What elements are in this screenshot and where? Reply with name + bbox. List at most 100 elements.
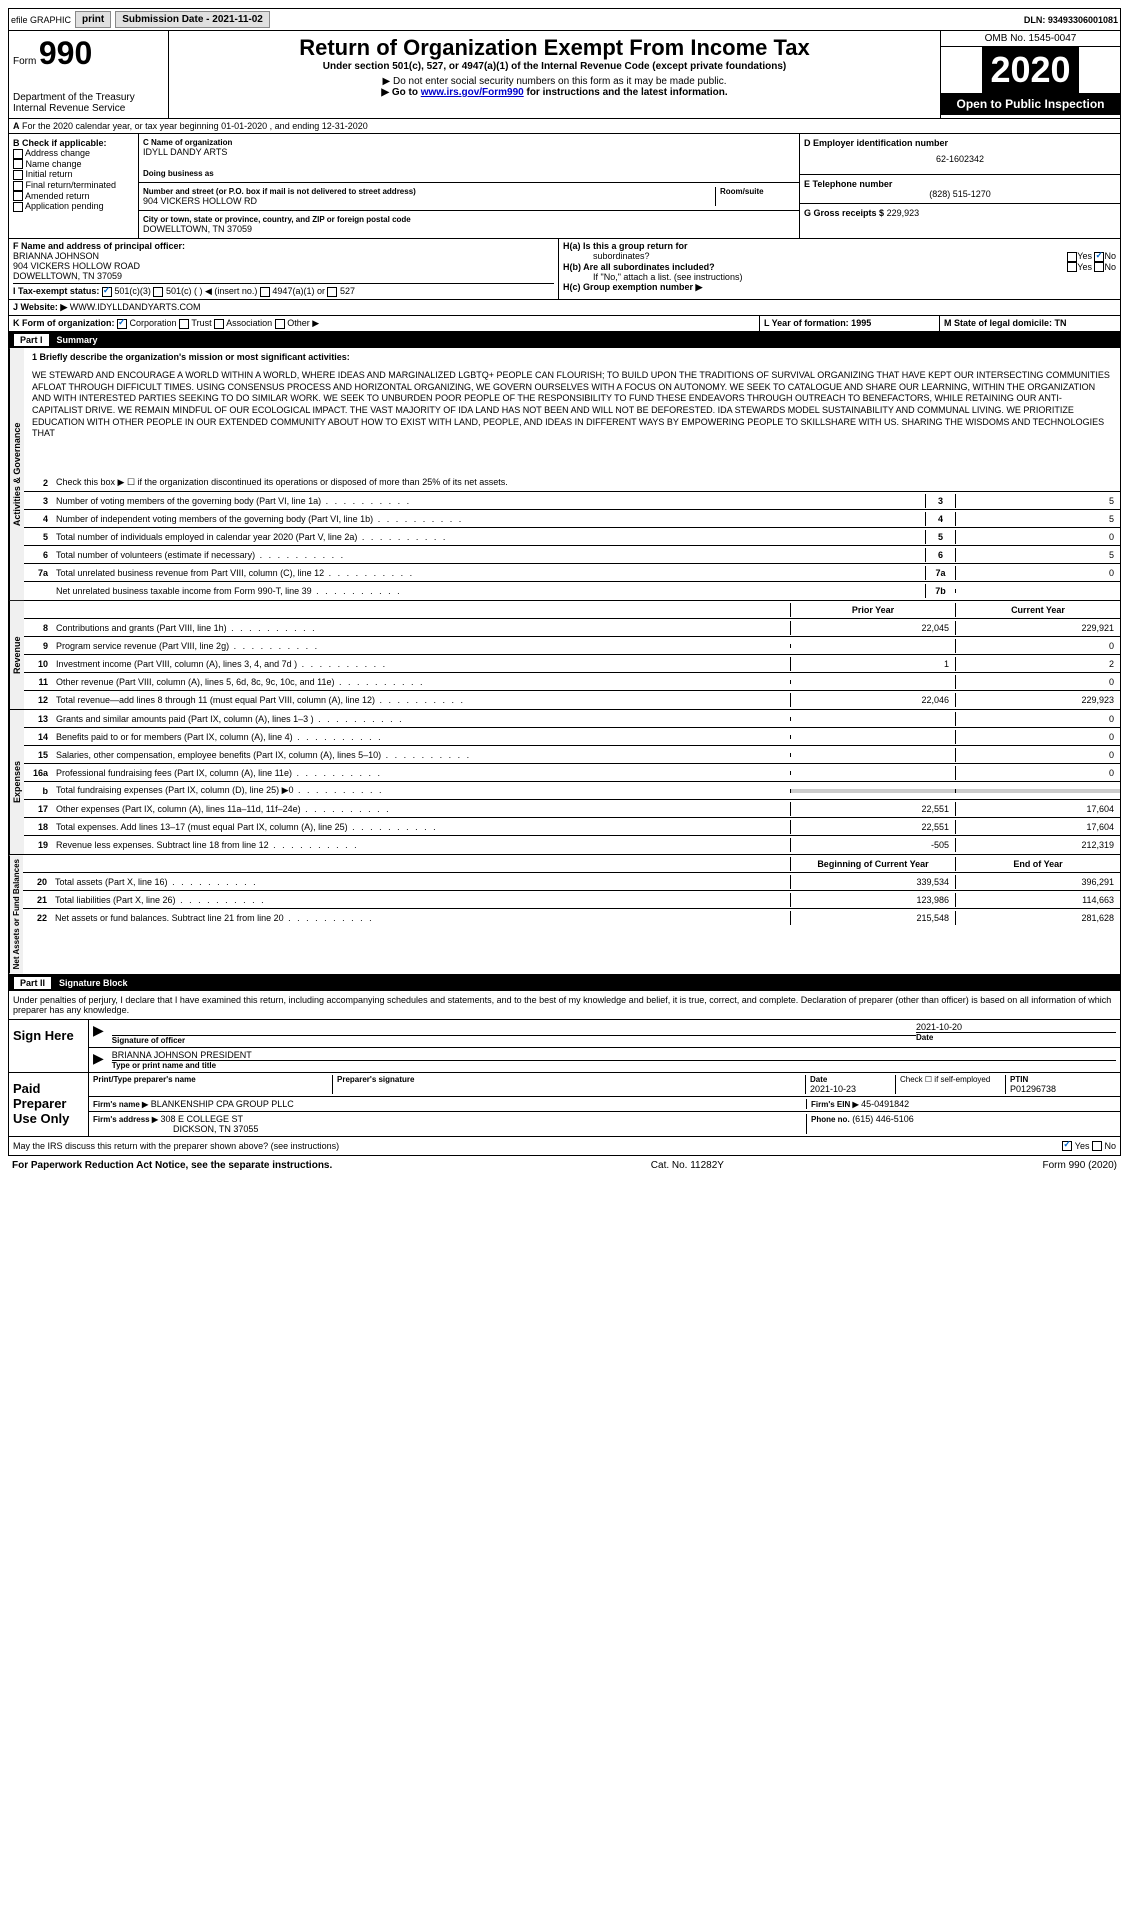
part2-title: Signature Block (59, 978, 128, 988)
submission-date-button[interactable]: Submission Date - 2021-11-02 (115, 11, 270, 28)
form-number: 990 (39, 35, 92, 71)
current-year-header: Current Year (955, 603, 1120, 617)
table-row: 18Total expenses. Add lines 13–17 (must … (24, 818, 1120, 836)
table-row: 10Investment income (Part VIII, column (… (24, 655, 1120, 673)
table-row: 6Total number of volunteers (estimate if… (24, 546, 1120, 564)
part1-header: Part I Summary (8, 332, 1121, 348)
form-subtitle: Under section 501(c), 527, or 4947(a)(1)… (173, 61, 936, 72)
table-row: bTotal fundraising expenses (Part IX, co… (24, 782, 1120, 800)
cb-label-0: Address change (25, 148, 90, 158)
domicile: M State of legal domicile: TN (940, 316, 1120, 331)
table-row: 13Grants and similar amounts paid (Part … (24, 710, 1120, 728)
address-change-checkbox[interactable] (13, 149, 23, 159)
hb-label: H(b) Are all subordinates included? (563, 262, 715, 273)
open-public-label: Open to Public Inspection (941, 93, 1120, 115)
table-row: 22Net assets or fund balances. Subtract … (23, 909, 1120, 927)
prep-phone: (615) 446-5106 (852, 1114, 914, 1124)
ha-sub: subordinates? (563, 251, 650, 262)
application-pending-checkbox[interactable] (13, 202, 23, 212)
form-header: Form 990 Department of the Treasury Inte… (8, 31, 1121, 119)
sign-here-label: Sign Here (9, 1020, 89, 1072)
4947-checkbox[interactable] (260, 287, 270, 297)
omb-number: OMB No. 1545-0047 (941, 31, 1120, 47)
revenue-section: Revenue Prior Year Current Year 8Contrib… (8, 601, 1121, 710)
table-row: 9Program service revenue (Part VIII, lin… (24, 637, 1120, 655)
ha-yes-checkbox[interactable] (1067, 252, 1077, 262)
table-row: 12Total revenue—add lines 8 through 11 (… (24, 691, 1120, 709)
discuss-text: May the IRS discuss this return with the… (13, 1141, 1062, 1152)
paid-preparer-label: Paid Preparer Use Only (9, 1073, 89, 1136)
expenses-label: Expenses (9, 710, 24, 854)
officer-name: BRIANNA JOHNSON (13, 251, 554, 261)
cb-label-3: Final return/terminated (26, 180, 117, 190)
501c-checkbox[interactable] (153, 287, 163, 297)
tax-year: 2020 (982, 47, 1078, 93)
gross-receipts-value: 229,923 (887, 208, 920, 218)
topbar: efile GRAPHIC print Submission Date - 20… (8, 8, 1121, 31)
activities-governance-section: Activities & Governance 1 Briefly descri… (8, 348, 1121, 601)
final-return-checkbox[interactable] (13, 181, 23, 191)
opt-501c: 501(c) ( ) ◀ (insert no.) (166, 286, 257, 296)
table-row: 7aTotal unrelated business revenue from … (24, 564, 1120, 582)
cat-number: Cat. No. 11282Y (651, 1160, 724, 1171)
note2-post: for instructions and the latest informat… (524, 87, 728, 98)
table-row: 14Benefits paid to or for members (Part … (24, 728, 1120, 746)
assoc-checkbox[interactable] (214, 319, 224, 329)
ein-label: D Employer identification number (804, 138, 1116, 148)
form-org-label: K Form of organization: (13, 318, 115, 328)
yes-label-2: Yes (1077, 262, 1092, 272)
phone-value: (828) 515-1270 (804, 189, 1116, 199)
net-assets-label: Net Assets or Fund Balances (9, 855, 23, 973)
website-label: J Website: ▶ (13, 302, 67, 312)
trust-checkbox[interactable] (179, 319, 189, 329)
no-label-2: No (1104, 262, 1116, 272)
city-state-zip: DOWELLTOWN, TN 37059 (143, 224, 795, 234)
name-change-checkbox[interactable] (13, 159, 23, 169)
ptin-value: P01296738 (1010, 1084, 1116, 1094)
prep-phone-label: Phone no. (811, 1115, 850, 1124)
activities-governance-label: Activities & Governance (9, 348, 24, 600)
table-row: 5Total number of individuals employed in… (24, 528, 1120, 546)
hb-yes-checkbox[interactable] (1067, 262, 1077, 272)
ha-no-checkbox[interactable] (1094, 252, 1104, 262)
firm-name-label: Firm's name ▶ (93, 1100, 148, 1109)
yes-label-1: Yes (1077, 251, 1092, 261)
form-prefix: Form (13, 56, 36, 67)
sig-officer-label: Signature of officer (112, 1036, 916, 1045)
prep-date-label: Date (810, 1075, 895, 1084)
addr-label: Number and street (or P.O. box if mail i… (143, 187, 715, 196)
form-title: Return of Organization Exempt From Incom… (173, 35, 936, 61)
sign-date: 2021-10-20 (916, 1022, 1116, 1033)
other-checkbox[interactable] (275, 319, 285, 329)
corp-checkbox[interactable] (117, 319, 127, 329)
table-row: 11Other revenue (Part VIII, column (A), … (24, 673, 1120, 691)
yes-label-3: Yes (1075, 1141, 1090, 1151)
city-label: City or town, state or province, country… (143, 215, 795, 224)
501c3-checkbox[interactable] (102, 287, 112, 297)
irs-link[interactable]: www.irs.gov/Form990 (421, 87, 524, 98)
dln-label: DLN: 93493306001081 (1024, 15, 1118, 25)
prep-print-label: Print/Type preparer's name (93, 1075, 332, 1084)
firm-name: BLANKENSHIP CPA GROUP PLLC (151, 1099, 294, 1109)
section-a-prefix: A (13, 121, 20, 131)
note2-pre: ▶ Go to (381, 87, 420, 98)
officer-label: F Name and address of principal officer: (13, 241, 554, 251)
discuss-yes-checkbox[interactable] (1062, 1141, 1072, 1151)
opt-trust: Trust (191, 318, 211, 328)
firm-addr: 308 E COLLEGE ST (160, 1114, 243, 1124)
hb-no-checkbox[interactable] (1094, 262, 1104, 272)
amended-return-checkbox[interactable] (13, 191, 23, 201)
phone-label: E Telephone number (804, 179, 1116, 189)
527-checkbox[interactable] (327, 287, 337, 297)
prep-sig-label: Preparer's signature (337, 1075, 805, 1084)
section-b-label: B Check if applicable: (13, 138, 134, 148)
initial-return-checkbox[interactable] (13, 170, 23, 180)
expenses-section: Expenses 13Grants and similar amounts pa… (8, 710, 1121, 855)
ptin-label: PTIN (1010, 1075, 1116, 1084)
ha-label: H(a) Is this a group return for (563, 241, 688, 251)
table-row: 3Number of voting members of the governi… (24, 492, 1120, 510)
print-button[interactable]: print (75, 11, 111, 28)
cb-label-4: Amended return (25, 191, 90, 201)
discuss-no-checkbox[interactable] (1092, 1141, 1102, 1151)
ein-value: 62-1602342 (804, 148, 1116, 170)
